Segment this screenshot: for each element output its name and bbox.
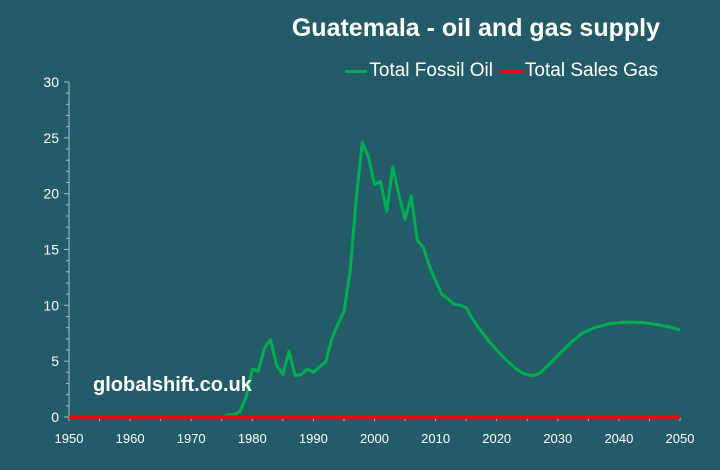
y-tick-label: 25 [43,130,59,146]
watermark: globalshift.co.uk [93,374,252,396]
legend-swatch-gas [500,69,523,73]
y-tick-label: 10 [43,297,59,313]
legend-item-gas: Total Sales Gas [500,60,658,82]
y-tick-label: 30 [43,74,59,90]
x-tick-label: 1950 [55,431,84,446]
x-tick-label: 1990 [299,431,328,446]
chart-title: Guatemala - oil and gas supply [291,14,660,42]
x-tick-label: 2050 [666,431,695,446]
x-tick-label: 2010 [421,431,450,446]
legend: Total Fossil Oil Total Sales Gas [345,60,658,82]
legend-swatch-oil [345,69,368,73]
y-tick-label: 5 [51,353,59,369]
series-line-total-fossil-oil [69,140,681,419]
x-tick-label: 2030 [543,431,572,446]
y-tick-label: 20 [43,186,59,202]
x-tick-label: 1970 [177,431,206,446]
x-tick-label: 1980 [238,431,267,446]
y-tick-label: 0 [51,409,59,425]
x-tick-label: 2000 [360,431,389,446]
x-tick-label: 2020 [482,431,511,446]
x-tick-label: 1960 [116,431,145,446]
x-tick-label: 2040 [604,431,633,446]
legend-label-oil: Total Fossil Oil [369,60,493,81]
y-tick-label: 15 [43,242,59,258]
legend-label-gas: Total Sales Gas [524,60,658,81]
legend-item-oil: Total Fossil Oil [345,60,493,82]
